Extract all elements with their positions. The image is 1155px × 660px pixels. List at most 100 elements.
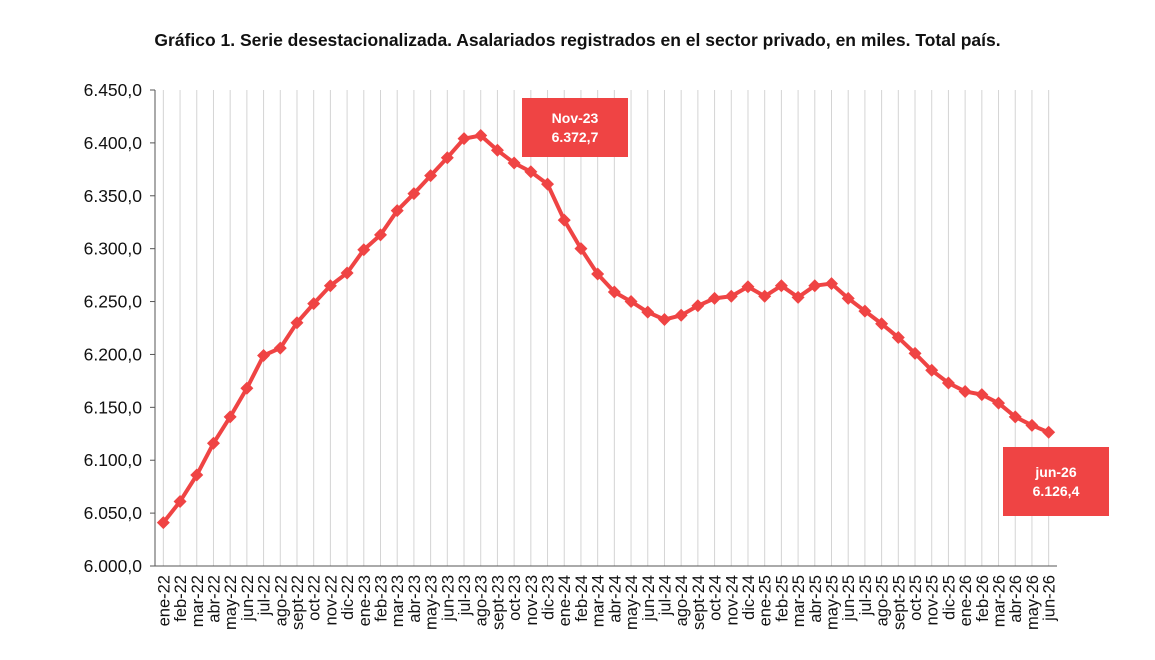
data-point [791, 290, 805, 304]
data-point [374, 228, 387, 242]
x-tick-label: jun-24 [640, 575, 658, 622]
y-tick-label: 6.050,0 [84, 503, 143, 523]
data-point [240, 381, 254, 395]
x-tick-label: may-22 [222, 575, 240, 630]
x-tick-label: nov-23 [523, 575, 541, 625]
x-tick-label: jun-22 [239, 575, 257, 622]
x-tick-label: oct-23 [506, 575, 524, 621]
data-point [457, 132, 471, 146]
x-tick-label: ene-22 [155, 575, 173, 626]
x-tick-label: ago-25 [874, 575, 892, 626]
y-tick-label: 6.450,0 [84, 80, 143, 100]
x-tick-label: feb-24 [573, 575, 591, 622]
y-tick-label: 6.350,0 [84, 186, 143, 206]
series-markers [156, 128, 1056, 530]
x-tick-label: abr-22 [205, 575, 223, 623]
x-tick-label: may-25 [824, 575, 842, 630]
data-point [190, 468, 204, 482]
y-tick-label: 6.300,0 [84, 239, 143, 259]
series-path [161, 133, 1050, 524]
data-point [307, 297, 321, 311]
data-point [808, 279, 822, 293]
x-tick-label: ago-24 [673, 575, 691, 626]
x-tick-label: ene-24 [556, 575, 574, 626]
axes [154, 90, 1057, 567]
data-point [975, 388, 989, 402]
x-tick-label: ene-23 [356, 575, 374, 626]
x-tick-label: abr-24 [606, 575, 624, 623]
data-point [891, 331, 905, 345]
data-point [708, 291, 722, 305]
data-point [390, 204, 404, 218]
x-tick-label: nov-24 [723, 575, 741, 625]
callout-peak: Nov-23 6.372,7 [522, 98, 628, 157]
series-line [161, 133, 1050, 524]
x-tick-label: may-26 [1024, 575, 1042, 630]
x-tick-label: oct-22 [306, 575, 324, 621]
data-point [156, 516, 170, 530]
data-point [741, 280, 755, 294]
data-point [925, 363, 939, 377]
data-point [173, 494, 187, 508]
data-point [691, 299, 705, 313]
data-point [1025, 418, 1039, 432]
y-tick-label: 6.250,0 [84, 292, 143, 312]
data-point [290, 316, 304, 330]
data-point [958, 384, 972, 398]
x-tick-label: sept-22 [289, 575, 307, 630]
x-tick-labels: ene-22feb-22mar-22abr-22may-22jun-22jul-… [155, 575, 1058, 630]
data-point [657, 313, 671, 327]
x-tick-label: oct-25 [907, 575, 925, 621]
data-point [1008, 410, 1022, 424]
x-tick-label: dic-24 [740, 575, 758, 620]
data-point [574, 242, 588, 256]
data-point [490, 143, 504, 157]
data-point [273, 341, 287, 355]
data-point [591, 267, 605, 281]
data-point [474, 128, 488, 142]
y-tick-labels: 6.000,0 6.050,0 6.100,0 6.150,0 6.200,0 6.250… [84, 80, 155, 576]
x-tick-label: dic-23 [540, 575, 558, 620]
x-tick-label: ago-23 [473, 575, 491, 626]
x-tick-label: jun-25 [840, 575, 858, 622]
data-point [424, 169, 438, 183]
callout-last-month: jun-26 [1035, 463, 1077, 480]
data-point [206, 436, 220, 450]
x-tick-label: ene-26 [957, 575, 975, 626]
x-tick-label: nov-25 [924, 575, 942, 625]
x-tick-label: jun-23 [439, 575, 457, 622]
data-point [641, 305, 655, 319]
x-tick-label: mar-26 [991, 575, 1009, 627]
y-tick-label: 6.400,0 [84, 133, 143, 153]
callout-peak-value: 6.372,7 [551, 128, 599, 145]
x-tick-label: may-24 [623, 575, 641, 630]
x-tick-label: sept-24 [690, 575, 708, 630]
data-point [223, 410, 237, 424]
data-point [908, 346, 922, 360]
data-point [524, 165, 538, 179]
x-tick-label: mar-22 [189, 575, 207, 627]
x-tick-label: jun-26 [1041, 575, 1059, 622]
y-tick-label: 6.150,0 [84, 397, 143, 417]
data-point [992, 396, 1006, 410]
y-tick-label: 6.100,0 [84, 450, 143, 470]
callout-last-value: 6.126,4 [1032, 482, 1080, 499]
y-tick-label: 6.200,0 [84, 344, 143, 364]
data-point [841, 291, 855, 305]
data-point [607, 285, 621, 299]
chart-title: Gráfico 1. Serie desestacionalizada. Asa… [154, 30, 1001, 50]
data-point [674, 308, 688, 322]
data-point [1042, 425, 1056, 439]
y-tick-label: 6.000,0 [84, 556, 143, 576]
x-tick-label: jul-24 [656, 575, 674, 616]
x-tick-label: feb-23 [373, 575, 391, 622]
data-point [825, 277, 838, 291]
data-point [941, 376, 955, 390]
x-tick-label: dic-25 [940, 575, 958, 620]
x-tick-label: abr-26 [1007, 575, 1025, 623]
x-tick-label: sept-23 [489, 575, 507, 630]
data-point [323, 279, 337, 293]
x-tick-label: ene-25 [757, 575, 775, 626]
data-point [440, 151, 454, 165]
x-tick-label: jul-25 [857, 575, 875, 616]
